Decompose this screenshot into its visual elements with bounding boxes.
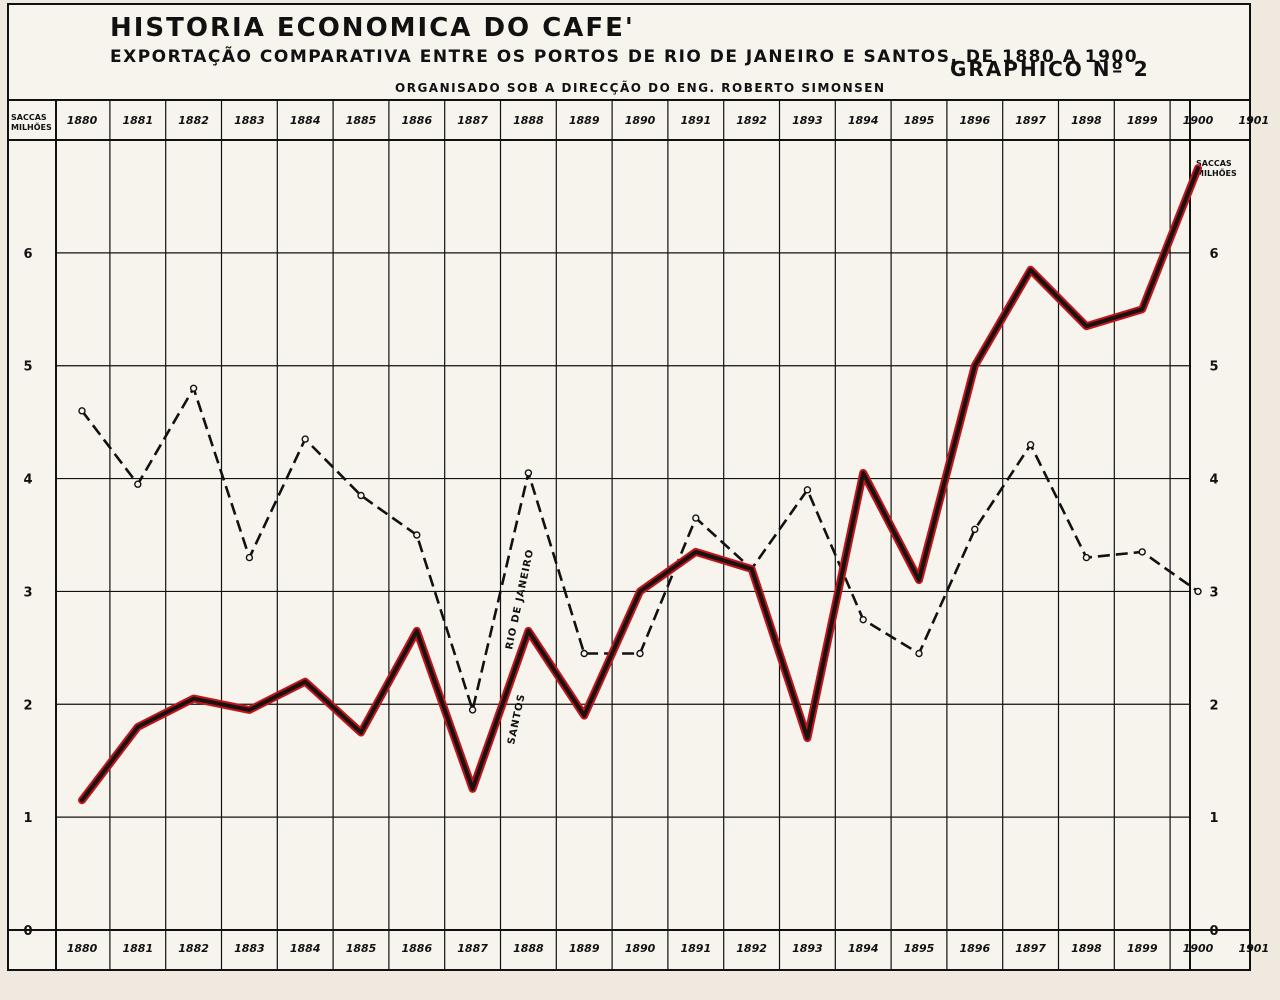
y-tick-right: 4 xyxy=(1209,473,1218,488)
y-tick-right: 2 xyxy=(1209,698,1218,713)
chart-title: HISTORIA ECONOMICA DO CAFE' xyxy=(110,13,635,43)
point-rio-de-janeiro xyxy=(245,553,254,562)
point-rio-de-janeiro xyxy=(78,407,86,415)
point-rio-de-janeiro xyxy=(803,486,812,494)
year-label-bottom: 1896 xyxy=(959,942,990,955)
year-label-top: 1895 xyxy=(904,114,935,127)
year-label-bottom: 1897 xyxy=(1015,942,1046,955)
point-rio-de-janeiro xyxy=(1138,548,1146,556)
point-rio-de-janeiro xyxy=(413,531,421,539)
series-line-santos xyxy=(80,166,1200,803)
y-tick-right: 1 xyxy=(1209,811,1218,826)
year-label-bottom: 1888 xyxy=(513,942,544,955)
point-rio-de-janeiro xyxy=(357,491,365,500)
year-label-top: 1892 xyxy=(736,114,767,127)
point-rio-de-janeiro xyxy=(301,435,309,443)
year-label-top: 1901 xyxy=(1238,114,1269,127)
year-label-top: 1883 xyxy=(234,114,265,127)
year-label-bottom: 1882 xyxy=(178,942,209,955)
year-label-bottom: 1891 xyxy=(680,942,711,955)
chart-subtitle: EXPORTAÇÃO COMPARATIVA ENTRE OS PORTOS D… xyxy=(110,44,1138,67)
year-label-top: 1900 xyxy=(1183,114,1214,127)
graph-number: GRAPHICO Nº 2 xyxy=(950,57,1150,81)
year-label-top: 1899 xyxy=(1127,114,1158,127)
year-label-top: 1898 xyxy=(1071,114,1102,127)
year-label-bottom: 1884 xyxy=(290,942,321,955)
year-label-bottom: 1881 xyxy=(122,942,153,955)
year-labels-top: 1880 1881 1882 1883 1884 1885 1886 1887 1888 1889… xyxy=(67,114,1269,127)
year-label-top: 1894 xyxy=(848,114,879,127)
year-label-top: 1881 xyxy=(122,114,153,127)
year-label-bottom: 1893 xyxy=(792,942,823,955)
year-label-bottom: 1887 xyxy=(457,942,488,955)
y-tick-labels: 0 0 1 1 2 2 3 3 4 4 5 5 6 6 xyxy=(23,247,1218,939)
year-label-top: 1888 xyxy=(513,114,544,127)
organizer-credit: ORGANISADO SOB A DIRECÇÃO DO ENG. ROBERT… xyxy=(395,80,886,95)
year-label-bottom: 1889 xyxy=(569,942,600,955)
point-rio-de-janeiro xyxy=(1194,587,1202,596)
y-tick-left: 2 xyxy=(23,698,32,713)
point-rio-de-janeiro xyxy=(468,706,477,714)
y-tick-right: 6 xyxy=(1209,247,1218,262)
year-label-bottom: 1880 xyxy=(67,942,98,955)
year-label-bottom: 1890 xyxy=(625,942,656,955)
left-unit-label-1: SACCAS xyxy=(11,113,47,122)
year-label-bottom: 1894 xyxy=(848,942,879,955)
year-label-bottom: 1900 xyxy=(1183,942,1214,955)
year-labels-bottom: 1880 1881 1882 1883 1884 1885 1886 1887 1888 1889… xyxy=(67,942,1269,955)
series-line-rio-de-janeiro xyxy=(80,387,1199,712)
left-unit-label-2: MILHÕES xyxy=(11,121,52,132)
year-label-bottom: 1899 xyxy=(1127,942,1158,955)
point-rio-de-janeiro xyxy=(134,480,142,488)
year-label-top: 1897 xyxy=(1015,114,1046,127)
y-tick-left: 4 xyxy=(23,473,32,488)
y-tick-left: 1 xyxy=(23,811,32,826)
y-tick-left: 3 xyxy=(23,585,32,600)
year-label-top: 1885 xyxy=(346,114,377,127)
year-label-top: 1893 xyxy=(792,114,823,127)
y-tick-left: 0 xyxy=(23,924,32,939)
chart-grid xyxy=(8,99,1250,970)
point-rio-de-janeiro xyxy=(636,649,644,658)
point-rio-de-janeiro xyxy=(971,525,979,534)
year-label-top: 1891 xyxy=(680,114,711,127)
point-rio-de-janeiro xyxy=(524,469,533,477)
point-rio-de-janeiro xyxy=(1082,553,1091,562)
year-label-bottom: 1892 xyxy=(736,942,767,955)
chart-paper xyxy=(7,3,1251,971)
y-tick-left: 6 xyxy=(23,247,32,262)
year-label-top: 1890 xyxy=(625,114,656,127)
y-tick-left: 5 xyxy=(23,360,32,375)
series-layer xyxy=(78,164,1202,805)
y-tick-right: 0 xyxy=(1209,924,1218,939)
point-rio-de-janeiro xyxy=(1026,441,1035,449)
point-rio-de-janeiro xyxy=(692,514,700,522)
point-rio-de-janeiro xyxy=(189,384,198,392)
year-label-top: 1886 xyxy=(401,114,432,127)
year-label-bottom: 1895 xyxy=(904,942,935,955)
y-tick-right: 3 xyxy=(1209,585,1218,600)
point-rio-de-janeiro xyxy=(859,615,867,624)
year-label-top: 1889 xyxy=(569,114,600,127)
year-label-top: 1880 xyxy=(67,114,98,127)
year-label-top: 1882 xyxy=(178,114,209,127)
year-label-bottom: 1885 xyxy=(346,942,377,955)
point-rio-de-janeiro xyxy=(915,649,923,658)
year-label-top: 1884 xyxy=(290,114,321,127)
year-label-top: 1887 xyxy=(457,114,488,127)
year-label-bottom: 1886 xyxy=(401,942,432,955)
year-label-bottom: 1883 xyxy=(234,942,265,955)
point-rio-de-janeiro xyxy=(580,649,588,658)
y-tick-right: 5 xyxy=(1209,360,1218,375)
year-label-top: 1896 xyxy=(959,114,990,127)
year-label-bottom: 1901 xyxy=(1238,942,1269,955)
right-unit-label-2: MILHÕES xyxy=(1196,167,1237,178)
right-unit-label-1: SACCAS xyxy=(1196,159,1232,168)
year-label-bottom: 1898 xyxy=(1071,942,1102,955)
